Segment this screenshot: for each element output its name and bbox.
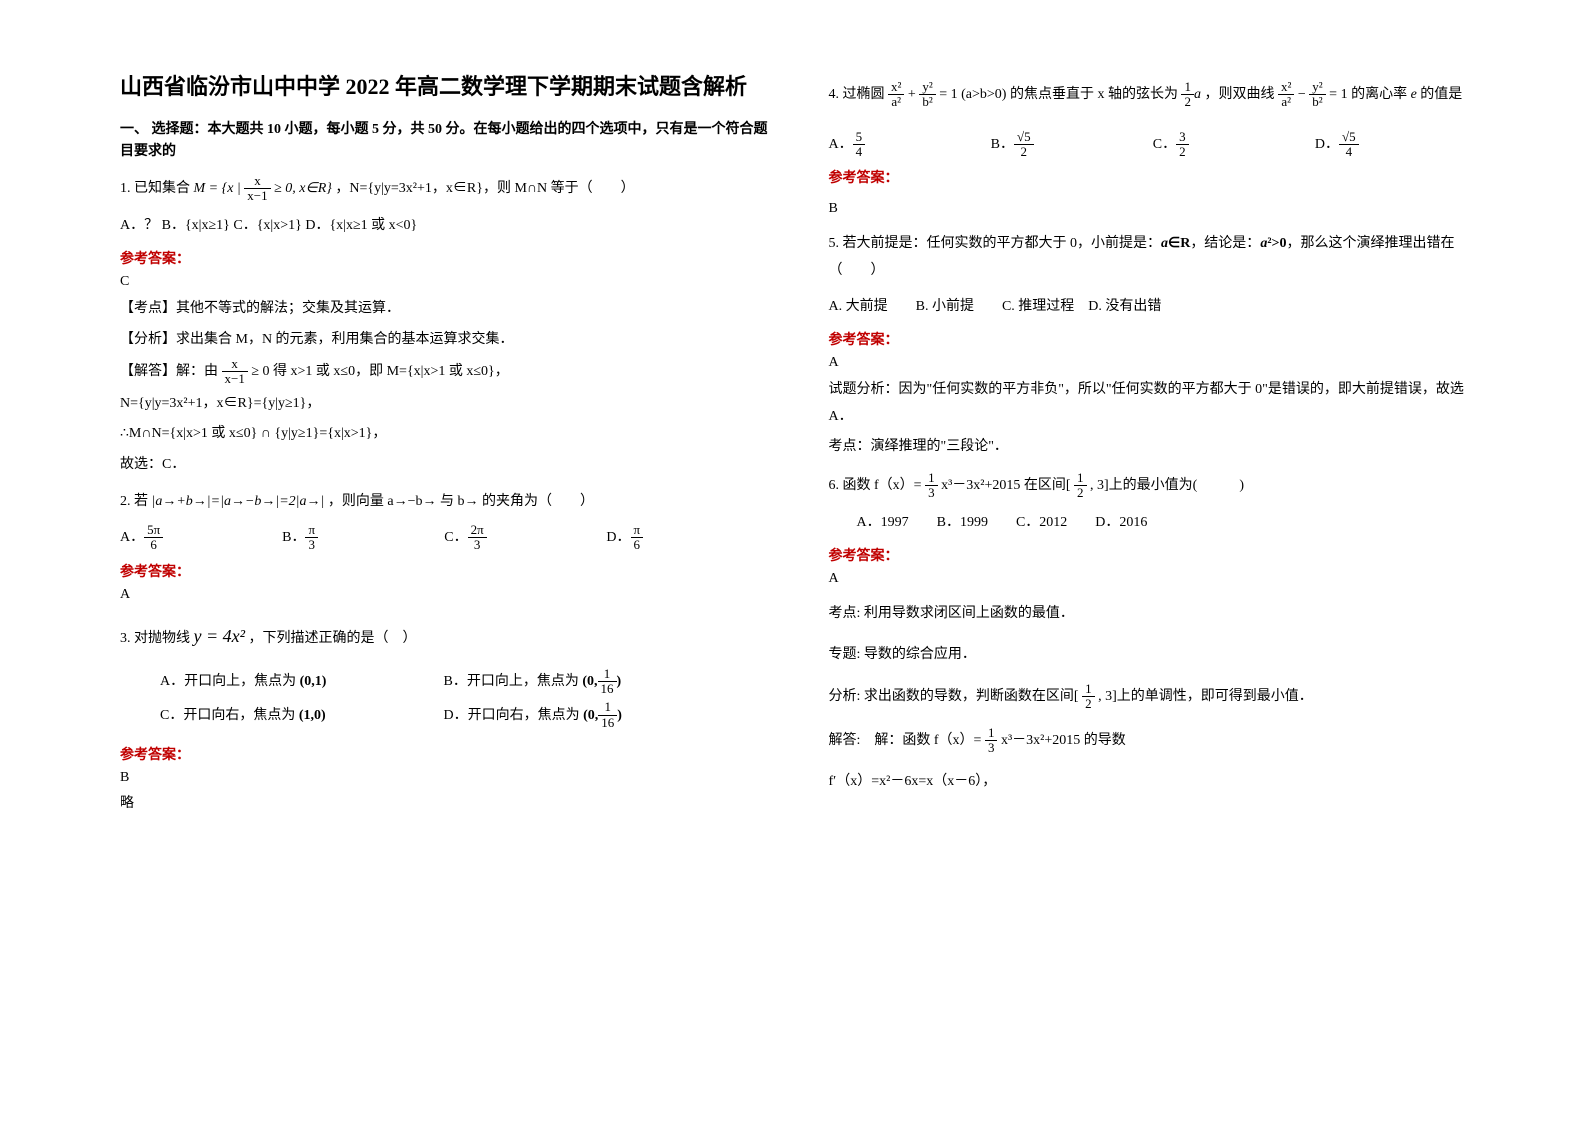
- left-column: 山西省临汾市山中中学 2022 年高二数学理下学期期末试题含解析 一、 选择题：…: [100, 70, 799, 1082]
- q3-optC: C．开口向右，焦点为 (1,0): [160, 699, 440, 733]
- q1-e5: ∴M∩N={x|x>1 或 x≤0} ∩ {y|y≥1}={x|x>1}，: [120, 421, 769, 448]
- q6-e5: f′（x）=x²－6x=x（x－6），: [829, 769, 1478, 796]
- q6-ref-label: 参考答案：: [829, 545, 1478, 565]
- q1-e3b: 得 x>1 或 x≤0，即 M={x|x>1 或 x≤0}，: [273, 364, 509, 379]
- q1-frac: xx−1: [244, 174, 270, 204]
- q1-ans: C: [120, 274, 769, 290]
- q1-e4: N={y|y=3x²+1，x∈R}={y|y≥1}，: [120, 391, 769, 418]
- q4-optA: A．54: [829, 130, 991, 160]
- q1-e1: 【考点】其他不等式的解法；交集及其运算．: [120, 296, 769, 323]
- q2-optB: B．π3: [282, 523, 444, 553]
- q1-ref-label: 参考答案：: [120, 248, 769, 268]
- q3-optA: A．开口向上，焦点为 (0,1): [160, 665, 440, 699]
- section-1-heading: 一、 选择题：本大题共 10 小题，每小题 5 分，共 50 分。在每小题给出的…: [120, 119, 769, 164]
- q3: 3. 对抛物线 y = 4x² ，下列描述正确的是（ ）: [120, 619, 769, 653]
- q5-e2: 考点：演绎推理的"三段论"．: [829, 434, 1478, 461]
- q6-e3b: , 3]上的单调性，即可得到最小值．: [1098, 689, 1313, 704]
- q1-e6: 故选：C．: [120, 452, 769, 479]
- q6-e4: 解答: 解：函数 f（x）= 13 x³－3x²+2015 的导数: [829, 726, 1478, 756]
- q5: 5. 若大前提是：任何实数的平方都大于 0，小前提是：a∈R，结论是：a²>0，…: [829, 231, 1478, 284]
- q2-ans: A: [120, 587, 769, 603]
- q1-e3-frac: xx−1: [222, 357, 248, 387]
- q2-mid: |a→+b→|=|a→−b→|=2|a→|: [152, 494, 325, 509]
- q6-ans: A: [829, 571, 1478, 587]
- q6-e3a: 分析: 求出函数的导数，判断函数在区间[: [829, 689, 1079, 704]
- q1-e3a: 【解答】解：由: [120, 364, 218, 379]
- q2-pre: 2. 若: [120, 494, 148, 509]
- q2-ref-label: 参考答案：: [120, 561, 769, 581]
- q6: 6. 函数 f（x）= 13 x³－3x²+2015 在区间[ 12 , 3]上…: [829, 471, 1478, 501]
- q6-mid: x³－3x²+2015 在区间[: [941, 478, 1070, 493]
- q6-e1: 考点: 利用导数求闭区间上函数的最值．: [829, 601, 1478, 628]
- q1-pre: 1. 已知集合: [120, 181, 190, 196]
- q1-e2: 【分析】求出集合 M，N 的元素，利用集合的基本运算求交集．: [120, 327, 769, 354]
- q4-mid2: ，则双曲线: [1204, 87, 1274, 102]
- q6-e3: 分析: 求出函数的导数，判断函数在区间[ 12 , 3]上的单调性，即可得到最小…: [829, 682, 1478, 712]
- q3-optB: B．开口向上，焦点为 (0,116): [444, 674, 622, 689]
- q4-optD: D．√54: [1315, 130, 1477, 160]
- q2-post: ，则向量 a→−b→ 与 b→ 的夹角为（ ）: [328, 494, 594, 509]
- right-column: 4. 过椭圆 x²a² + y²b² = 1 (a>b>0) 的焦点垂直于 x …: [799, 70, 1498, 1082]
- q3-optD: D．开口向右，焦点为 (0,116): [444, 708, 622, 723]
- q2-optD: D．π6: [606, 523, 768, 553]
- q2-optA: A．5π6: [120, 523, 282, 553]
- q3-post: ，下列描述正确的是（ ）: [249, 631, 417, 646]
- q4-ref-label: 参考答案：: [829, 167, 1478, 187]
- q3-opts: A．开口向上，焦点为 (0,1) B．开口向上，焦点为 (0,116) C．开口…: [160, 665, 769, 732]
- q4: 4. 过椭圆 x²a² + y²b² = 1 (a>b>0) 的焦点垂直于 x …: [829, 80, 1478, 110]
- q3-omit: 略: [120, 792, 769, 812]
- q3-pre: 3. 对抛物线: [120, 631, 190, 646]
- q3-eq: y = 4x²: [194, 626, 246, 646]
- q2: 2. 若 |a→+b→|=|a→−b→|=2|a→| ，则向量 a→−b→ 与 …: [120, 489, 769, 516]
- q4-optB: B．√52: [991, 130, 1153, 160]
- q6-e4b: x³－3x²+2015 的导数: [1001, 733, 1126, 748]
- q4-ans: B: [829, 201, 1478, 217]
- q1-opts: A．？ B．{x|x≥1} C．{x|x>1} D．{x|x≥1 或 x<0}: [120, 213, 769, 240]
- q2-opts: A．5π6 B．π3 C．2π3 D．π6: [120, 523, 769, 553]
- q4-optC: C．32: [1153, 130, 1315, 160]
- q6-opts: A．1997 B．1999 C．2012 D．2016: [829, 510, 1478, 537]
- page-title: 山西省临汾市山中中学 2022 年高二数学理下学期期末试题含解析: [120, 70, 769, 103]
- q3-ref-label: 参考答案：: [120, 744, 769, 764]
- q4-opts: A．54 B．√52 C．32 D．√54: [829, 130, 1478, 160]
- q1-e3: 【解答】解：由 xx−1 ≥ 0 得 x>1 或 x≤0，即 M={x|x>1 …: [120, 357, 769, 387]
- q6-post: , 3]上的最小值为( ): [1090, 478, 1244, 493]
- q1: 1. 已知集合 M = {x | xx−1 ≥ 0, x∈R} ，N={y|y=…: [120, 174, 769, 204]
- q4-mid1: 的焦点垂直于 x 轴的弦长为: [1010, 87, 1178, 102]
- q6-e4a: 解答: 解：函数 f（x）=: [829, 733, 985, 748]
- q4-pre: 4. 过椭圆: [829, 87, 885, 102]
- q2-optC: C．2π3: [444, 523, 606, 553]
- q6-pre: 6. 函数 f（x）=: [829, 478, 926, 493]
- q5-ans: A: [829, 355, 1478, 371]
- q5-e1: 试题分析：因为"任何实数的平方非负"，所以"任何实数的平方都大于 0"是错误的，…: [829, 377, 1478, 430]
- q5-ref-label: 参考答案：: [829, 329, 1478, 349]
- q1-post: ，N={y|y=3x²+1，x∈R}，则 M∩N 等于（ ）: [335, 181, 634, 196]
- q3-ans: B: [120, 770, 769, 786]
- q5-opts: A. 大前提 B. 小前提 C. 推理过程 D. 没有出错: [829, 294, 1478, 321]
- q6-e2: 专题: 导数的综合应用．: [829, 642, 1478, 669]
